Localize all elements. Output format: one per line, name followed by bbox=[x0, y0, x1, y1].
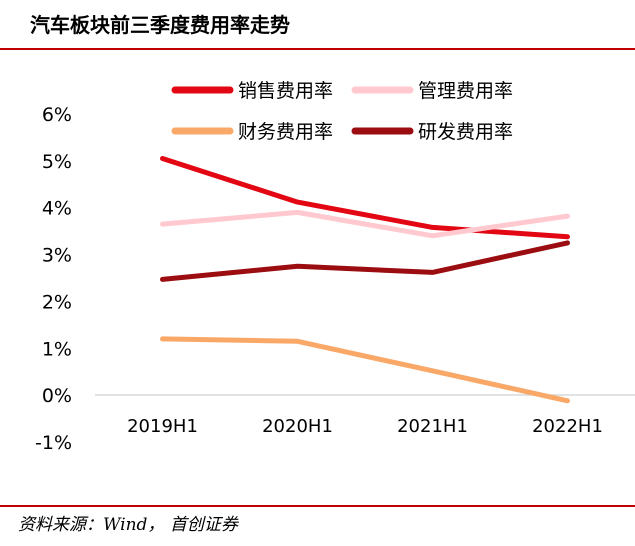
y-tick-label: 0% bbox=[42, 385, 72, 407]
series-line-4 bbox=[160, 240, 570, 282]
x-tick-label: 2022H1 bbox=[532, 416, 603, 437]
y-tick-label: 4% bbox=[42, 198, 72, 220]
y-tick-label: 6% bbox=[42, 104, 72, 126]
x-axis: 2019H1 2020H1 2021H1 2022H1 bbox=[95, 394, 635, 437]
legend-label: 销售费用率 bbox=[238, 80, 333, 102]
legend-label: 管理费用率 bbox=[418, 80, 513, 102]
chart-title: 汽车板块前三季度费用率走势 bbox=[30, 13, 290, 37]
title-divider bbox=[0, 48, 635, 50]
y-tick-label: 5% bbox=[42, 151, 72, 173]
legend-label: 研发费用率 bbox=[418, 121, 513, 143]
series-line-1 bbox=[160, 156, 570, 240]
source-note: 资料来源：Wind， 首创证券 bbox=[18, 515, 238, 535]
series-line-2 bbox=[160, 209, 570, 239]
x-tick-label: 2019H1 bbox=[127, 416, 198, 437]
y-tick-label: 2% bbox=[42, 291, 72, 313]
footer-divider bbox=[0, 505, 635, 507]
series-line-3 bbox=[160, 336, 570, 404]
legend-label: 财务费用率 bbox=[238, 121, 333, 143]
x-tick-label: 2020H1 bbox=[262, 416, 333, 437]
plot-area bbox=[160, 156, 570, 404]
y-tick-label: 1% bbox=[42, 338, 72, 360]
y-tick-label: -1% bbox=[35, 432, 72, 454]
y-tick-label: 3% bbox=[42, 245, 72, 267]
x-tick-label: 2021H1 bbox=[397, 416, 468, 437]
y-axis: -1% 0% 1% 2% 3% 4% 5% 6% bbox=[35, 104, 72, 454]
